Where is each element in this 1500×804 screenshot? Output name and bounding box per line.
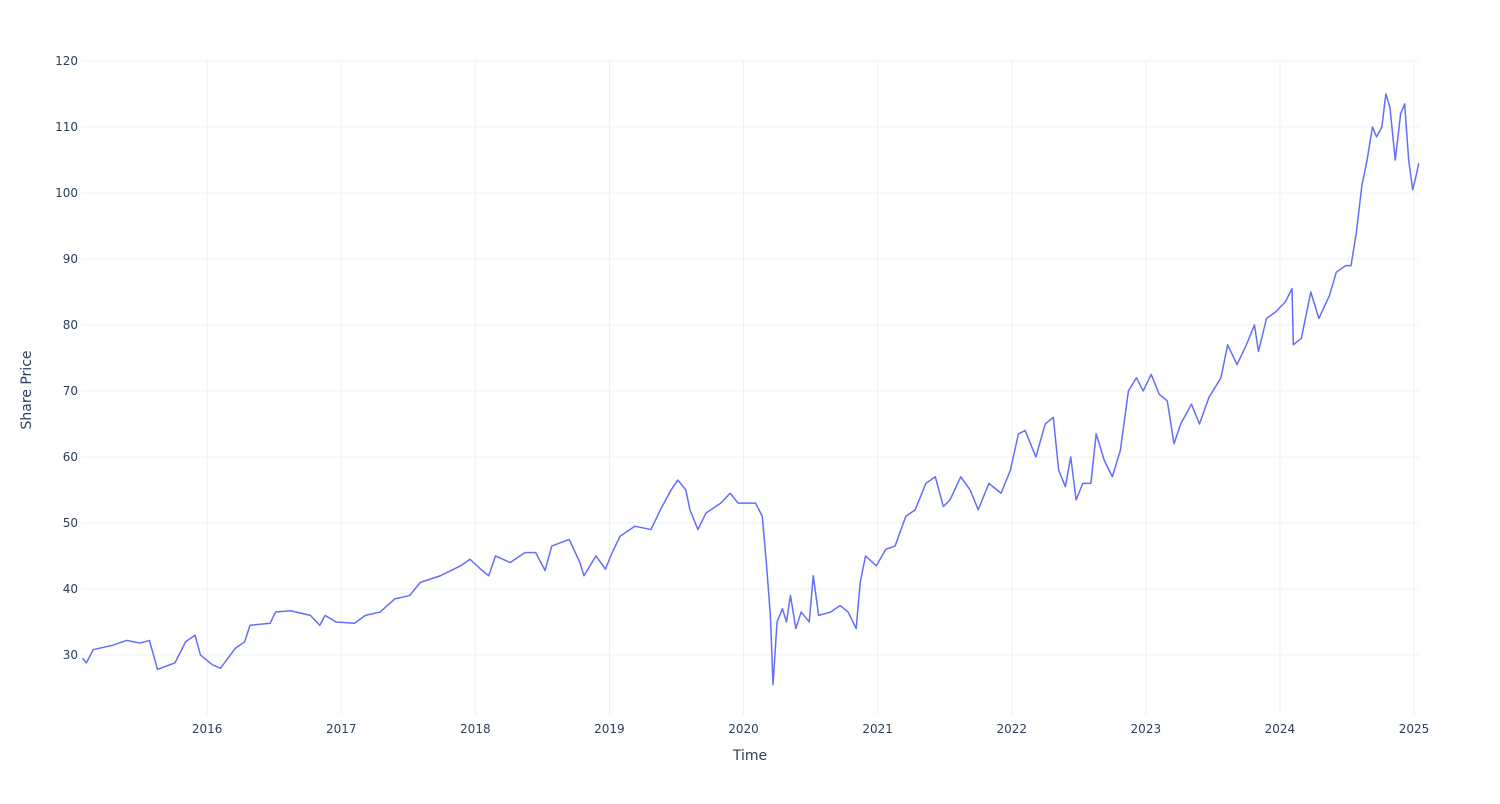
y-tick-label: 100 bbox=[55, 186, 78, 200]
x-axis-label: Time bbox=[732, 748, 767, 764]
y-tick-label: 120 bbox=[55, 54, 78, 68]
x-tick-label: 2020 bbox=[728, 722, 759, 736]
y-tick-label: 90 bbox=[63, 252, 78, 266]
x-tick-label: 2018 bbox=[460, 722, 491, 736]
y-tick-label: 110 bbox=[55, 120, 78, 134]
y-tick-label: 60 bbox=[63, 450, 78, 464]
x-tick-label: 2022 bbox=[996, 722, 1027, 736]
y-tick-label: 80 bbox=[63, 318, 78, 332]
y-tick-label: 40 bbox=[63, 582, 78, 596]
y-tick-label: 70 bbox=[63, 384, 78, 398]
x-tick-label: 2016 bbox=[192, 722, 223, 736]
y-axis-label: Share Price bbox=[19, 350, 35, 429]
y-tick-label: 50 bbox=[63, 516, 78, 530]
x-tick-label: 2021 bbox=[862, 722, 893, 736]
x-tick-label: 2023 bbox=[1131, 722, 1162, 736]
x-tick-label: 2019 bbox=[594, 722, 625, 736]
x-tick-label: 2024 bbox=[1265, 722, 1296, 736]
y-tick-label: 30 bbox=[63, 648, 78, 662]
x-tick-label: 2025 bbox=[1399, 722, 1430, 736]
price-line bbox=[81, 93, 1420, 686]
x-tick-label: 2017 bbox=[326, 722, 357, 736]
